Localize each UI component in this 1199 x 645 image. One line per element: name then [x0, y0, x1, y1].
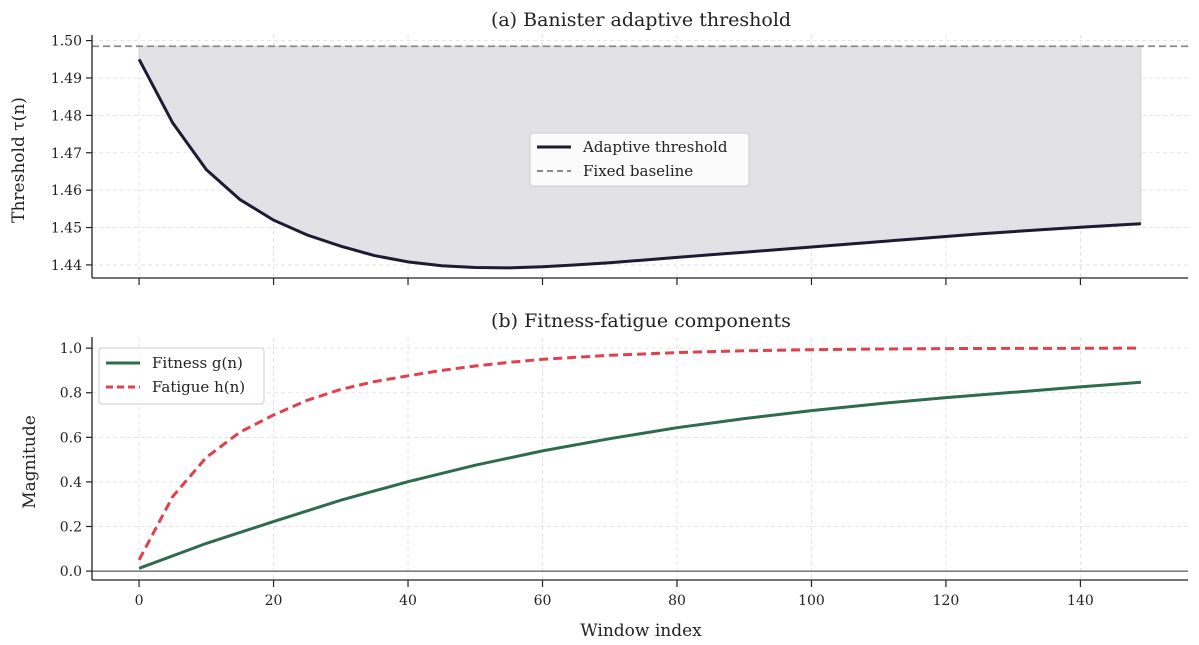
panel-b-x-tick-label: 120 [933, 593, 960, 609]
panel-b-x-tick-label: 100 [798, 593, 825, 609]
panel-b-spines [91, 337, 1188, 581]
panel-a-y-axis-label: Threshold τ(n) [9, 97, 29, 223]
panel-a-y-tick-label: 1.45 [51, 221, 82, 237]
adaptive-threshold-line [137, 58, 1141, 270]
panel-a-x-ticks [138, 278, 1082, 285]
panel-b-y-tick-label: 1.0 [60, 341, 82, 357]
panel-b: (b) Fitness-fatigue components 0.0 0.2 0.4… [20, 310, 1188, 641]
panel-a-legend: Adaptive threshold Fixed baseline [529, 132, 750, 187]
panel-a-legend-box [529, 132, 750, 187]
panel-b-y-tick-label: 0.0 [60, 564, 82, 580]
x-axis-label: Window index [580, 621, 702, 641]
panel-a-title: (a) Banister adaptive threshold [491, 9, 791, 31]
panel-b-x-tick-label: 20 [265, 593, 283, 609]
panel-a-y-tick-label: 1.44 [51, 258, 82, 274]
panel-a-y-tick-label: 1.50 [51, 34, 82, 50]
panel-b-y-tick-label: 0.2 [60, 519, 82, 535]
panel-a-y-tick-label: 1.48 [51, 108, 82, 124]
panel-b-x-tick-label: 40 [399, 593, 417, 609]
panel-a-y-tick-label: 1.49 [51, 71, 82, 87]
panel-a: (a) Banister adaptive threshold 1.44 1.45… [9, 9, 1188, 285]
panel-b-y-tick-label: 0.8 [60, 386, 82, 402]
panel-b-x-ticks: 0 20 40 60 80 100 120 140 [135, 580, 1094, 609]
panel-b-y-axis-label: Magnitude [20, 415, 40, 509]
fatigue-line [137, 346, 1141, 561]
legend-label-fatigue: Fatigue h(n) [152, 378, 245, 396]
panel-b-x-tick-label: 0 [135, 593, 144, 609]
panel-a-y-tick-label: 1.46 [51, 183, 82, 199]
panel-b-y-ticks: 0.0 0.2 0.4 0.6 0.8 1.0 [60, 341, 92, 580]
legend-label-fitness: Fitness g(n) [152, 354, 243, 372]
fitness-line [138, 380, 1142, 570]
legend-label-fixed-baseline: Fixed baseline [583, 162, 693, 180]
panel-a-y-ticks: 1.44 1.45 1.46 1.47 1.48 1.49 1.50 [51, 34, 92, 274]
panel-b-x-tick-label: 140 [1067, 593, 1094, 609]
panel-b-y-tick-label: 0.4 [60, 475, 82, 491]
panel-b-y-tick-label: 0.6 [60, 430, 82, 446]
panel-b-x-tick-label: 80 [668, 593, 686, 609]
legend-label-adaptive-threshold: Adaptive threshold [582, 138, 728, 156]
panel-b-title: (b) Fitness-fatigue components [491, 310, 791, 332]
panel-a-spines [91, 35, 1188, 279]
panel-b-legend-box [98, 347, 265, 405]
panel-b-x-tick-label: 60 [534, 593, 552, 609]
panel-b-legend: Fitness g(n) Fatigue h(n) [98, 347, 265, 405]
panel-a-y-tick-label: 1.47 [51, 146, 82, 162]
